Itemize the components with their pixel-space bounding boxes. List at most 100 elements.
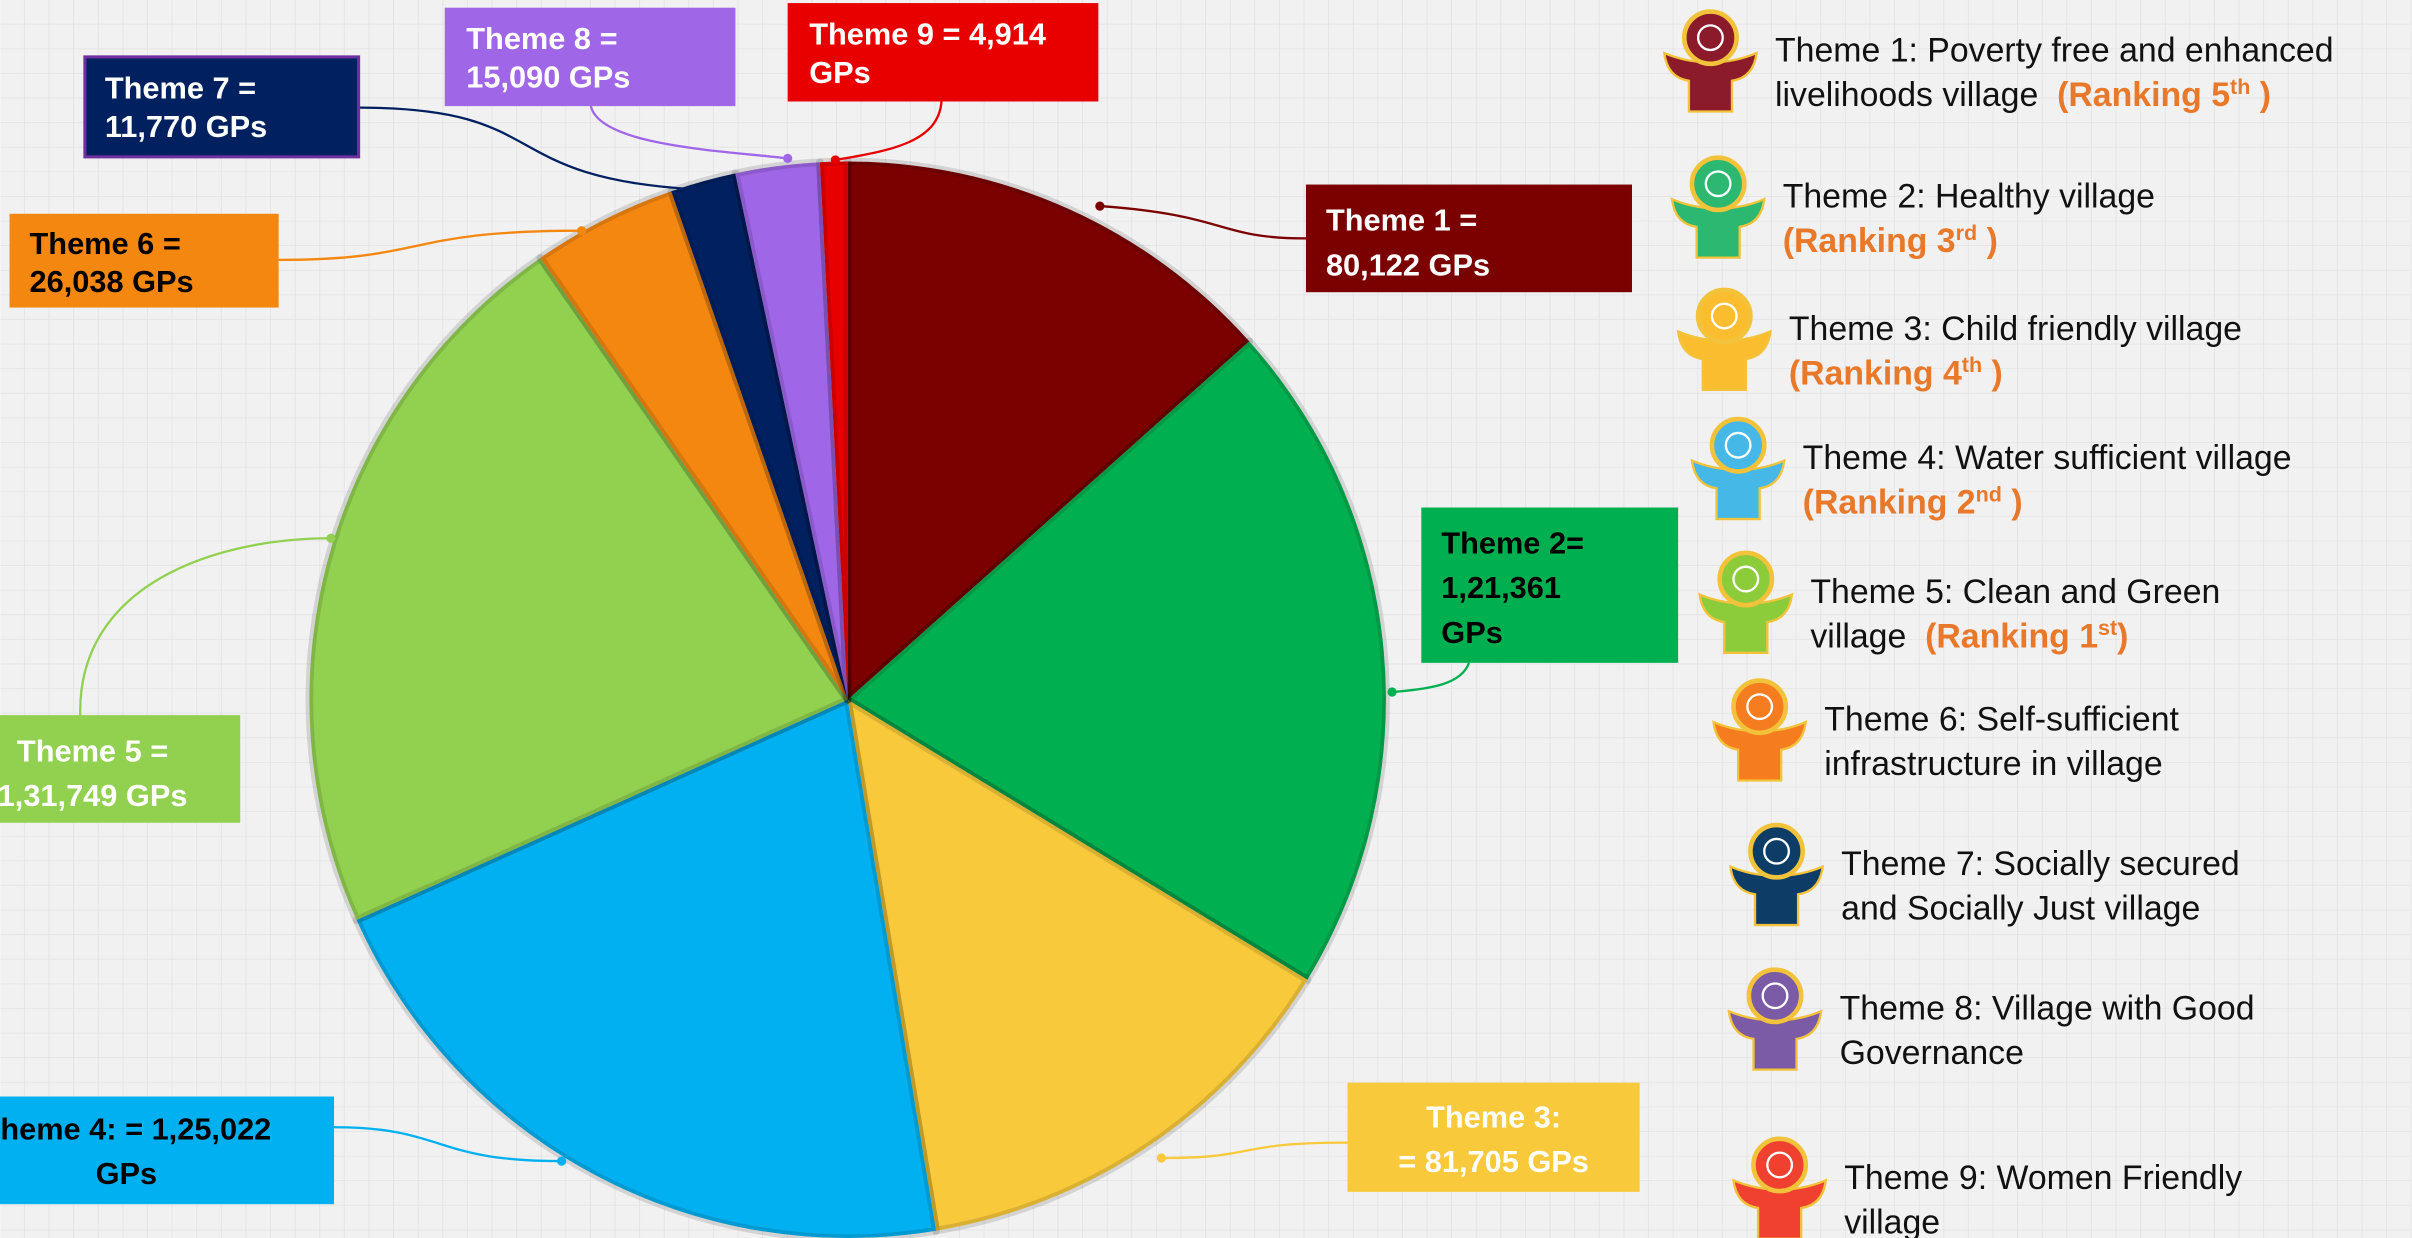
ranking: th (2230, 75, 2250, 99)
label-box (83, 55, 361, 159)
connector (1099, 204, 1306, 240)
connector (358, 106, 693, 191)
pie-slice (667, 169, 852, 704)
label-box (1305, 184, 1632, 293)
legend-text: Theme 2: Healthy village (1783, 178, 2155, 216)
legend-text: Theme 7: Socially secured (1841, 845, 2240, 883)
connector-end (326, 533, 336, 543)
connector-end (577, 226, 587, 236)
value-label: Theme 2= 1,21,361 GPs (1441, 526, 1584, 650)
ranking: ) (2002, 484, 2023, 522)
label-box (787, 3, 1099, 102)
legend-icon-head (1709, 416, 1767, 474)
ranking: (Ranking 2 (1803, 484, 1976, 522)
legend-icon-mark (1732, 565, 1760, 593)
legend-line: Theme 9: Women Friendly (1844, 1159, 2242, 1197)
value-label: Theme 3: = 81,705 GPs (1398, 1099, 1589, 1179)
ranking: (Ranking 5 (2057, 76, 2230, 114)
legend-icon-head (1731, 678, 1789, 736)
legend-text: village (1844, 1203, 1940, 1238)
value-label: Theme 9 = 4,914 GPs (809, 17, 1046, 90)
legend-icon-mark (1696, 24, 1724, 52)
label-box (1421, 507, 1679, 663)
legend-icon-head (1689, 155, 1747, 213)
legend-line: Theme 3: Child friendly village (1789, 310, 2242, 348)
legend-text: and Socially Just village (1841, 890, 2200, 928)
legend-text: Theme 5: Clean and Green (1810, 573, 2220, 611)
legend-text: livelihoods village (Ranking 5th ) (1775, 75, 2271, 114)
ranking: ) (2117, 617, 2128, 655)
connector (278, 229, 582, 262)
connector (79, 537, 331, 716)
ranking: th (1962, 353, 1982, 377)
legend-icon-mark (1766, 1151, 1794, 1179)
legend-line: Theme 4: Water sufficient village (1803, 439, 2292, 477)
legend-icon-head (1695, 287, 1753, 345)
label-box (0, 1096, 335, 1205)
legend-icon-head (1748, 822, 1806, 880)
connector (334, 1126, 562, 1163)
value-label: Theme 6 = 26,038 GPs (30, 226, 194, 299)
pie-slice (843, 337, 1390, 984)
legend-icon-mark (1724, 431, 1752, 459)
legend-icon-head (1681, 9, 1739, 67)
legend-text: (Ranking 4th ) (1789, 353, 2003, 392)
ranking: nd (1976, 482, 2002, 506)
legend-text: Theme 9: Women Friendly (1844, 1159, 2242, 1197)
pie-slice (305, 253, 852, 924)
legend-line: Governance (1840, 1034, 2024, 1072)
legend-line: Theme 2: Healthy village (1783, 178, 2155, 216)
legend-line: Theme 6: Self-sufficient (1824, 700, 2179, 738)
ranking: ) (2250, 76, 2271, 114)
legend-line: and Socially Just village (1841, 890, 2200, 928)
legend-line: Theme 1: Poverty free and enhanced (1775, 32, 2334, 70)
legend-text: village (Ranking 1st) (1810, 616, 2128, 655)
ranking: rd (1956, 221, 1978, 245)
legend-icon-mark (1763, 837, 1791, 865)
connector (1391, 662, 1471, 694)
pie-slice (843, 695, 1312, 1235)
legend-text: infrastructure in village (1824, 745, 2162, 783)
connector (589, 105, 788, 160)
ranking: ) (1982, 354, 2003, 392)
legend-line: infrastructure in village (1824, 745, 2162, 783)
connector (1161, 1141, 1348, 1160)
legend-icon-mark (1710, 302, 1738, 330)
value-label: Theme 7 = 11,770 GPs (105, 70, 267, 143)
legend-line: livelihoods village (1775, 76, 2038, 114)
legend-icon-mark (1746, 693, 1774, 721)
legend-icon-mark (1704, 170, 1732, 198)
connector-end (557, 1156, 567, 1166)
legend-text: Theme 4: Water sufficient village (1803, 439, 2292, 477)
legend-text: (Ranking 3rd ) (1783, 221, 1998, 260)
legend-icon-head (1751, 1136, 1809, 1194)
connector-end (1387, 687, 1397, 697)
connector (835, 101, 943, 162)
ranking: ) (1977, 222, 1998, 260)
connector-end (830, 155, 840, 165)
legend-text: Theme 8: Village with Good (1840, 990, 2255, 1028)
legend-text: (Ranking 2nd ) (1803, 482, 2023, 521)
legend-line: Theme 5: Clean and Green (1810, 573, 2220, 611)
ranking: (Ranking 4 (1789, 354, 1962, 392)
connector-end (1095, 201, 1105, 211)
label-box (0, 715, 241, 823)
label-box (9, 213, 279, 308)
label-box (444, 7, 736, 107)
legend-line: Theme 7: Socially secured (1841, 845, 2240, 883)
legend-line: Theme 8: Village with Good (1840, 990, 2255, 1028)
legend-icon-mark (1761, 982, 1789, 1010)
legend-text: Theme 1: Poverty free and enhanced (1775, 32, 2334, 70)
label-box (1347, 1082, 1640, 1192)
value-label: Theme 5 = 1,31,749 GPs (0, 733, 187, 813)
legend-icon-head (1717, 550, 1775, 608)
value-label: Theme 4: = 1,25,022 GPs (0, 1112, 271, 1192)
legend-icon-head (1746, 967, 1804, 1025)
legend-line: village (1810, 617, 1906, 655)
legend-text: Theme 3: Child friendly village (1789, 310, 2242, 348)
connector-end (783, 153, 793, 164)
pie-slice (731, 158, 852, 704)
ranking: st (2098, 616, 2117, 640)
